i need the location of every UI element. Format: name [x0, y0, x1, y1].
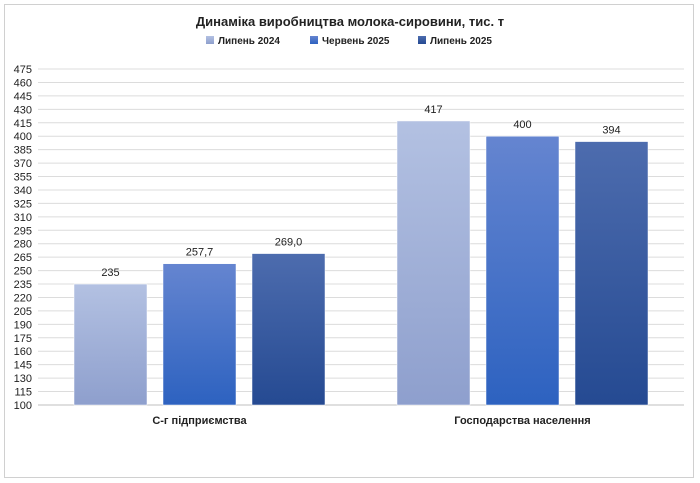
- x-axis: С-г підприємства Господарства населення: [152, 415, 590, 427]
- data-label: 400: [513, 119, 531, 131]
- y-tick-label: 130: [14, 373, 32, 385]
- category-label: Господарства населення: [454, 415, 590, 427]
- y-tick-label: 370: [14, 158, 32, 170]
- y-tick-label: 475: [14, 64, 32, 76]
- data-labels: 235 257,7 269,0 417 400 394: [101, 104, 620, 279]
- y-tick-label: 160: [14, 346, 32, 358]
- y-tick-label: 190: [14, 319, 32, 331]
- y-tick-label: 205: [14, 306, 32, 318]
- y-tick-label: 325: [14, 198, 32, 210]
- bar: [162, 263, 237, 406]
- data-label: 269,0: [275, 237, 303, 249]
- y-tick-label: 115: [14, 387, 32, 399]
- legend-swatch: [206, 36, 214, 44]
- legend-label: Липень 2025: [430, 36, 492, 47]
- data-label: 417: [424, 104, 442, 116]
- bar: [73, 283, 148, 406]
- y-tick-label: 280: [14, 239, 32, 251]
- bar: [251, 253, 326, 406]
- legend-label: Липень 2024: [218, 36, 280, 47]
- legend-label: Червень 2025: [322, 36, 390, 47]
- y-tick-label: 340: [14, 185, 32, 197]
- y-tick-label: 430: [14, 104, 32, 116]
- y-tick-label: 175: [14, 333, 32, 345]
- bar: [485, 135, 560, 406]
- y-tick-label: 355: [14, 172, 32, 184]
- y-tick-label: 145: [14, 360, 32, 372]
- y-tick-label: 100: [14, 400, 32, 412]
- data-label: 235: [101, 267, 119, 279]
- data-label: 257,7: [186, 247, 214, 259]
- bar: [396, 120, 471, 406]
- bars: [73, 120, 649, 406]
- y-tick-label: 220: [14, 292, 32, 304]
- y-tick-label: 400: [14, 131, 32, 143]
- y-tick-label: 310: [14, 212, 32, 224]
- y-tick-label: 265: [14, 252, 32, 264]
- y-tick-label: 445: [14, 91, 32, 103]
- y-tick-label: 235: [14, 279, 32, 291]
- legend-swatch: [310, 36, 318, 44]
- y-tick-label: 295: [14, 225, 32, 237]
- legend: Липень 2024 Червень 2025 Липень 2025: [206, 36, 492, 47]
- y-tick-label: 250: [14, 266, 32, 278]
- category-label: С-г підприємства: [152, 415, 247, 427]
- y-tick-label: 415: [14, 118, 32, 130]
- legend-swatch: [418, 36, 426, 44]
- y-tick-label: 385: [14, 145, 32, 157]
- chart-title: Динаміка виробництва молока-сировини, ти…: [196, 14, 504, 29]
- data-label: 394: [602, 125, 620, 137]
- y-tick-label: 460: [14, 77, 32, 89]
- bar: [574, 141, 649, 406]
